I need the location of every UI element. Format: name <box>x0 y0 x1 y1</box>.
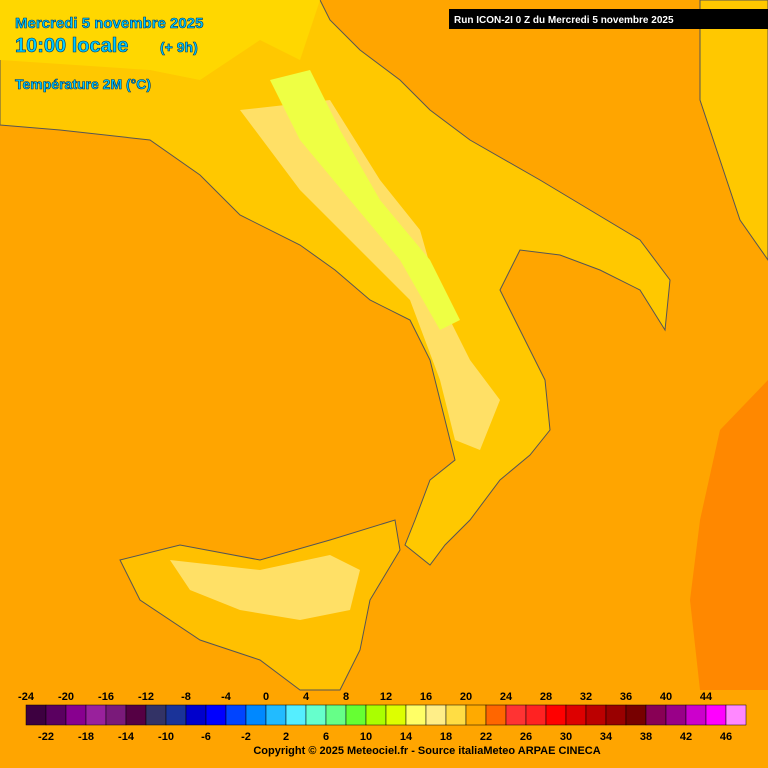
sicily-highland <box>170 555 360 620</box>
color-swatch <box>585 704 607 726</box>
legend: -24-22-20-18-16-14-12-10-8-6-4-202468101… <box>18 691 747 743</box>
legend-tick-label: 42 <box>680 731 692 743</box>
copyright: Copyright © 2025 Meteociel.fr - Source i… <box>253 745 600 757</box>
legend-tick-label: -14 <box>118 731 135 743</box>
color-swatch <box>505 704 527 726</box>
color-swatch <box>145 704 167 726</box>
legend-tick-label: 46 <box>720 731 732 743</box>
color-swatch <box>625 704 647 726</box>
legend-tick-label: 30 <box>560 731 572 743</box>
legend-tick-label: 6 <box>323 731 329 743</box>
color-swatch <box>685 704 707 726</box>
legend-tick-label: -8 <box>181 691 191 703</box>
mountains <box>270 70 460 330</box>
legend-tick-label: 14 <box>400 731 413 743</box>
color-swatch <box>125 704 147 726</box>
legend-tick-label: 0 <box>263 691 269 703</box>
balkans <box>699 0 768 261</box>
color-swatch <box>65 704 87 726</box>
color-swatch <box>285 704 307 726</box>
color-swatch <box>105 704 127 726</box>
legend-tick-label: 12 <box>380 691 392 703</box>
color-swatch <box>665 704 687 726</box>
legend-tick-label: 40 <box>660 691 672 703</box>
color-swatch <box>205 704 227 726</box>
field-name: Température 2M (°C) <box>15 76 151 92</box>
legend-tick-label: -4 <box>221 691 232 703</box>
color-swatch <box>305 704 327 726</box>
legend-tick-label: 8 <box>343 691 349 703</box>
warm-zone <box>0 0 320 80</box>
legend-tick-label: 10 <box>360 731 372 743</box>
color-swatch <box>265 704 287 726</box>
warm-sea <box>690 380 768 690</box>
legend-tick-label: -20 <box>58 691 74 703</box>
legend-tick-label: -10 <box>158 731 174 743</box>
legend-tick-label: -6 <box>201 731 211 743</box>
legend-tick-label: 36 <box>620 691 632 703</box>
color-swatch <box>325 704 347 726</box>
legend-tick-label: -24 <box>18 691 35 703</box>
legend-tick-label: -12 <box>138 691 154 703</box>
color-swatch <box>225 704 247 726</box>
run-box <box>449 9 768 29</box>
legend-tick-label: 28 <box>540 691 552 703</box>
color-swatch <box>725 704 747 726</box>
color-swatch <box>545 704 567 726</box>
color-swatch <box>45 704 67 726</box>
color-swatch <box>425 704 447 726</box>
color-swatch <box>405 704 427 726</box>
color-swatch <box>645 704 667 726</box>
legend-tick-label: 26 <box>520 731 532 743</box>
legend-tick-label: 24 <box>500 691 513 703</box>
legend-tick-label: -18 <box>78 731 94 743</box>
legend-tick-label: 16 <box>420 691 432 703</box>
color-swatch <box>25 704 47 726</box>
legend-tick-label: 18 <box>440 731 452 743</box>
time: 10:00 locale <box>15 35 128 57</box>
legend-tick-label: -22 <box>38 731 54 743</box>
color-swatch <box>525 704 547 726</box>
legend-tick-label: -2 <box>241 731 251 743</box>
color-swatch <box>385 704 407 726</box>
color-swatch <box>565 704 587 726</box>
legend-tick-label: 4 <box>303 691 310 703</box>
color-swatch <box>345 704 367 726</box>
legend-tick-label: 22 <box>480 731 492 743</box>
color-swatch <box>465 704 487 726</box>
legend-tick-label: 2 <box>283 731 289 743</box>
legend-tick-label: 38 <box>640 731 652 743</box>
color-swatch <box>85 704 107 726</box>
date: Mercredi 5 novembre 2025 <box>15 15 203 32</box>
legend-tick-label: 20 <box>460 691 472 703</box>
color-swatch <box>485 704 507 726</box>
highland <box>240 100 500 450</box>
color-swatch <box>165 704 187 726</box>
color-swatch <box>365 704 387 726</box>
color-swatch <box>605 704 627 726</box>
color-swatch <box>245 704 267 726</box>
offset: (+ 9h) <box>160 39 198 55</box>
legend-tick-label: -16 <box>98 691 114 703</box>
legend-tick-label: 34 <box>600 731 613 743</box>
mainland <box>0 0 671 566</box>
color-swatch <box>185 704 207 726</box>
color-swatch <box>705 704 727 726</box>
legend-tick-label: 32 <box>580 691 592 703</box>
run-info: Run ICON-2I 0 Z du Mercredi 5 novembre 2… <box>454 15 674 26</box>
legend-tick-label: 44 <box>700 691 713 703</box>
color-swatch <box>445 704 467 726</box>
